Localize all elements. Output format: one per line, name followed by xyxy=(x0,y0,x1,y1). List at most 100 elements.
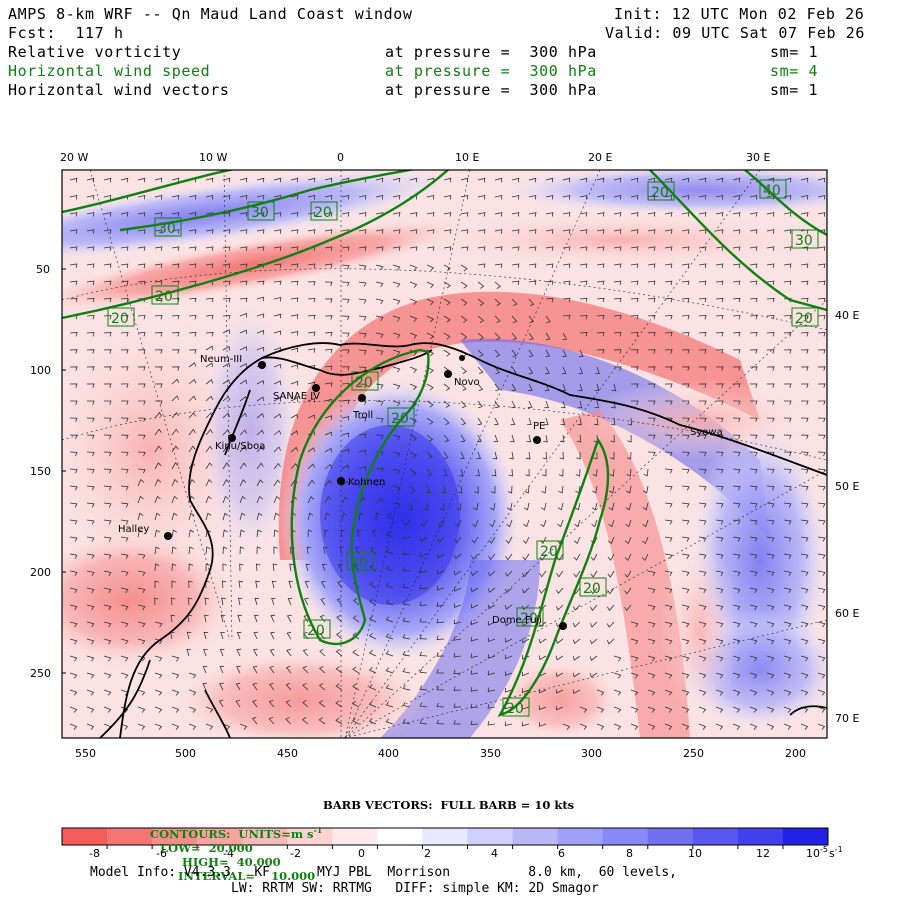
wind-barb xyxy=(239,563,244,572)
station-neumayer[interactable] xyxy=(258,361,266,369)
station-novo[interactable] xyxy=(444,370,452,378)
top-longitude-labels: 20 W 10 W 0 10 E 20 E 30 E xyxy=(60,151,770,164)
wind-barb xyxy=(220,614,226,623)
wind-barb xyxy=(273,313,282,319)
wind-barb xyxy=(733,400,741,405)
svg-text:PE: PE xyxy=(533,421,545,432)
wind-barb xyxy=(474,485,479,494)
station-halley[interactable] xyxy=(164,532,172,540)
wind-barb xyxy=(492,451,498,460)
wind-barb xyxy=(188,194,197,200)
wind-barb xyxy=(306,546,312,555)
station-kinu[interactable] xyxy=(228,434,236,442)
wind-barb xyxy=(715,723,724,730)
wind-barb xyxy=(538,655,547,661)
wind-barb xyxy=(766,621,775,628)
wind-barb xyxy=(205,445,213,453)
wind-barb xyxy=(288,580,293,589)
wind-barb xyxy=(521,705,530,710)
svg-text:30: 30 xyxy=(795,233,813,249)
wind-barb xyxy=(664,314,673,320)
wind-barb xyxy=(643,485,649,494)
station-kohnen[interactable] xyxy=(337,477,345,485)
wind-barb xyxy=(493,434,499,443)
wind-barb xyxy=(236,648,242,657)
wind-barb xyxy=(419,702,428,708)
wind-barb xyxy=(426,451,433,460)
station-sanae[interactable] xyxy=(312,384,320,392)
wind-barb xyxy=(103,536,112,542)
station-maitri[interactable] xyxy=(459,355,465,361)
wind-barb xyxy=(273,263,282,268)
wind-barb xyxy=(154,297,163,303)
wind-barb xyxy=(154,411,162,419)
wind-barb xyxy=(732,177,741,183)
wind-barb xyxy=(222,512,229,521)
svg-text:Kohnen: Kohnen xyxy=(348,477,385,488)
wind-barb xyxy=(392,298,401,305)
colorbar-cell xyxy=(332,828,378,845)
wind-barb xyxy=(607,553,615,561)
wind-barb xyxy=(358,281,367,287)
wind-barb xyxy=(664,212,673,217)
wind-barb xyxy=(522,536,530,544)
wind-barb xyxy=(732,553,741,559)
station-troll[interactable] xyxy=(358,394,366,402)
wind-barb xyxy=(436,553,445,559)
wind-barb xyxy=(606,638,615,645)
wind-barb xyxy=(613,366,622,371)
wind-barb xyxy=(402,535,411,540)
wind-barb xyxy=(319,631,326,640)
wind-barb xyxy=(715,297,724,303)
wind-barb xyxy=(643,468,649,477)
wind-barb xyxy=(219,682,224,691)
wind-barb xyxy=(443,212,452,217)
wind-barb xyxy=(749,280,758,286)
wind-barb xyxy=(766,536,775,542)
wind-barb xyxy=(579,706,588,713)
wind-barb xyxy=(624,553,632,561)
wind-barb xyxy=(103,451,112,457)
wind-barb xyxy=(368,718,377,725)
wind-barb xyxy=(137,280,146,286)
wind-barb xyxy=(252,699,258,708)
wind-barb xyxy=(579,280,588,286)
wind-barb xyxy=(218,699,224,708)
wind-barb xyxy=(256,512,263,521)
wind-barb xyxy=(681,263,690,268)
station-pe[interactable] xyxy=(533,436,541,444)
wind-barb xyxy=(239,723,248,730)
wind-barb xyxy=(511,298,518,307)
wind-barb xyxy=(256,194,265,200)
wind-barb xyxy=(137,655,146,662)
wind-barb xyxy=(664,672,673,679)
wind-barb xyxy=(120,638,129,645)
wind-barb xyxy=(572,655,581,661)
wind-barb xyxy=(783,672,792,679)
wind-barb xyxy=(749,263,758,268)
wind-barb xyxy=(800,177,809,183)
wind-barb xyxy=(137,212,146,217)
wind-barb xyxy=(69,706,78,713)
wind-barb xyxy=(647,451,656,457)
wind-barb xyxy=(572,689,581,695)
wind-barb xyxy=(171,395,180,402)
wind-barb xyxy=(120,366,129,371)
wind-barb xyxy=(337,580,343,589)
wind-barb xyxy=(154,246,163,251)
wind-barb xyxy=(630,349,639,354)
station-dome-fuji[interactable] xyxy=(559,622,567,630)
svg-text:-8: -8 xyxy=(89,847,100,860)
wind-barb xyxy=(69,383,78,388)
wind-barb xyxy=(715,553,724,559)
wind-barb xyxy=(251,716,258,725)
wind-barb xyxy=(698,366,707,371)
wind-barb xyxy=(487,637,496,643)
wind-barb xyxy=(137,706,146,713)
wind-barb xyxy=(767,400,775,405)
wind-barb xyxy=(766,655,775,662)
wind-barb xyxy=(222,395,231,402)
svg-text:Troll: Troll xyxy=(352,410,373,421)
wind-barb xyxy=(783,570,792,577)
wind-barb xyxy=(681,485,690,491)
